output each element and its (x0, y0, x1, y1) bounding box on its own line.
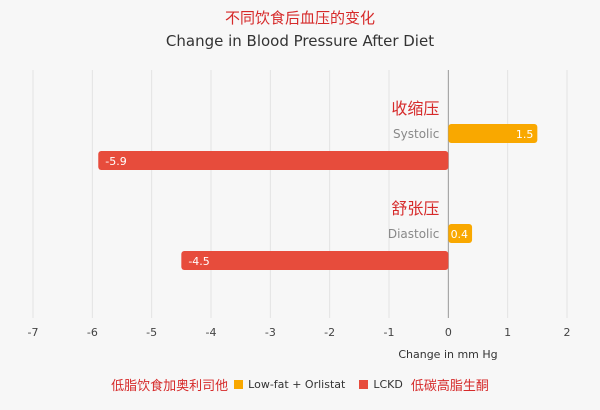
chart-title: Change in Blood Pressure After Diet (166, 32, 434, 50)
x-axis-label: Change in mm Hg (398, 348, 497, 361)
x-tick-label: 1 (504, 326, 511, 339)
x-tick-label: -3 (265, 326, 276, 339)
x-tick-label: -5 (146, 326, 157, 339)
category-label: Diastolic (388, 227, 440, 241)
legend-item-low-fat[interactable]: Low-fat + Orlistat (234, 378, 345, 391)
category-label-cn: 舒张压 (391, 199, 439, 218)
x-tick-label: -7 (28, 326, 39, 339)
data-label: -4.5 (188, 255, 209, 268)
category-labels: 收缩压 Systolic 舒张压 Diastolic (388, 99, 440, 241)
bar-lckd-systolic[interactable] (98, 151, 449, 170)
legend: 低脂饮食加奥利司他 Low-fat + Orlistat LCKD 低碳高脂生酮 (0, 372, 600, 396)
x-axis-ticks: -7 -6 -5 -4 -3 -2 -1 0 1 2 (28, 326, 571, 339)
legend-label-lckd: LCKD (373, 377, 403, 391)
legend-item-lckd[interactable]: LCKD (359, 378, 403, 391)
grid-lines (32, 70, 568, 318)
x-tick-label: 2 (564, 326, 571, 339)
legend-note-series-1: 低脂饮食加奥利司他 (111, 378, 229, 394)
data-label: -5.9 (105, 155, 126, 168)
legend-swatch-lckd (359, 379, 369, 389)
x-tick-label: 0 (445, 326, 452, 339)
x-tick-label: -1 (384, 326, 395, 339)
bar-low-fat-systolic[interactable] (448, 124, 538, 143)
category-label: Systolic (393, 127, 439, 141)
legend-label-low-fat: Low-fat + Orlistat (248, 377, 346, 391)
category-label-cn: 收缩压 (391, 99, 439, 118)
data-label: 0.4 (451, 228, 469, 241)
legend-note-series-2: 低碳高脂生酮 (410, 378, 489, 394)
x-tick-label: -4 (206, 326, 217, 339)
x-tick-label: -2 (324, 326, 335, 339)
bars-layer: 1.5 -5.9 0.4 -4.5 (98, 124, 538, 270)
bar-low-fat-diastolic[interactable] (448, 224, 473, 243)
legend-swatch-low-fat (234, 379, 244, 389)
data-label: 1.5 (516, 128, 534, 141)
bar-lckd-diastolic[interactable] (181, 251, 449, 270)
chart-canvas: 不同饮食后血压的变化 Change in Blood Pressure Afte… (28, 9, 571, 361)
chart-title-cn: 不同饮食后血压的变化 (225, 9, 375, 27)
x-tick-label: -6 (87, 326, 98, 339)
